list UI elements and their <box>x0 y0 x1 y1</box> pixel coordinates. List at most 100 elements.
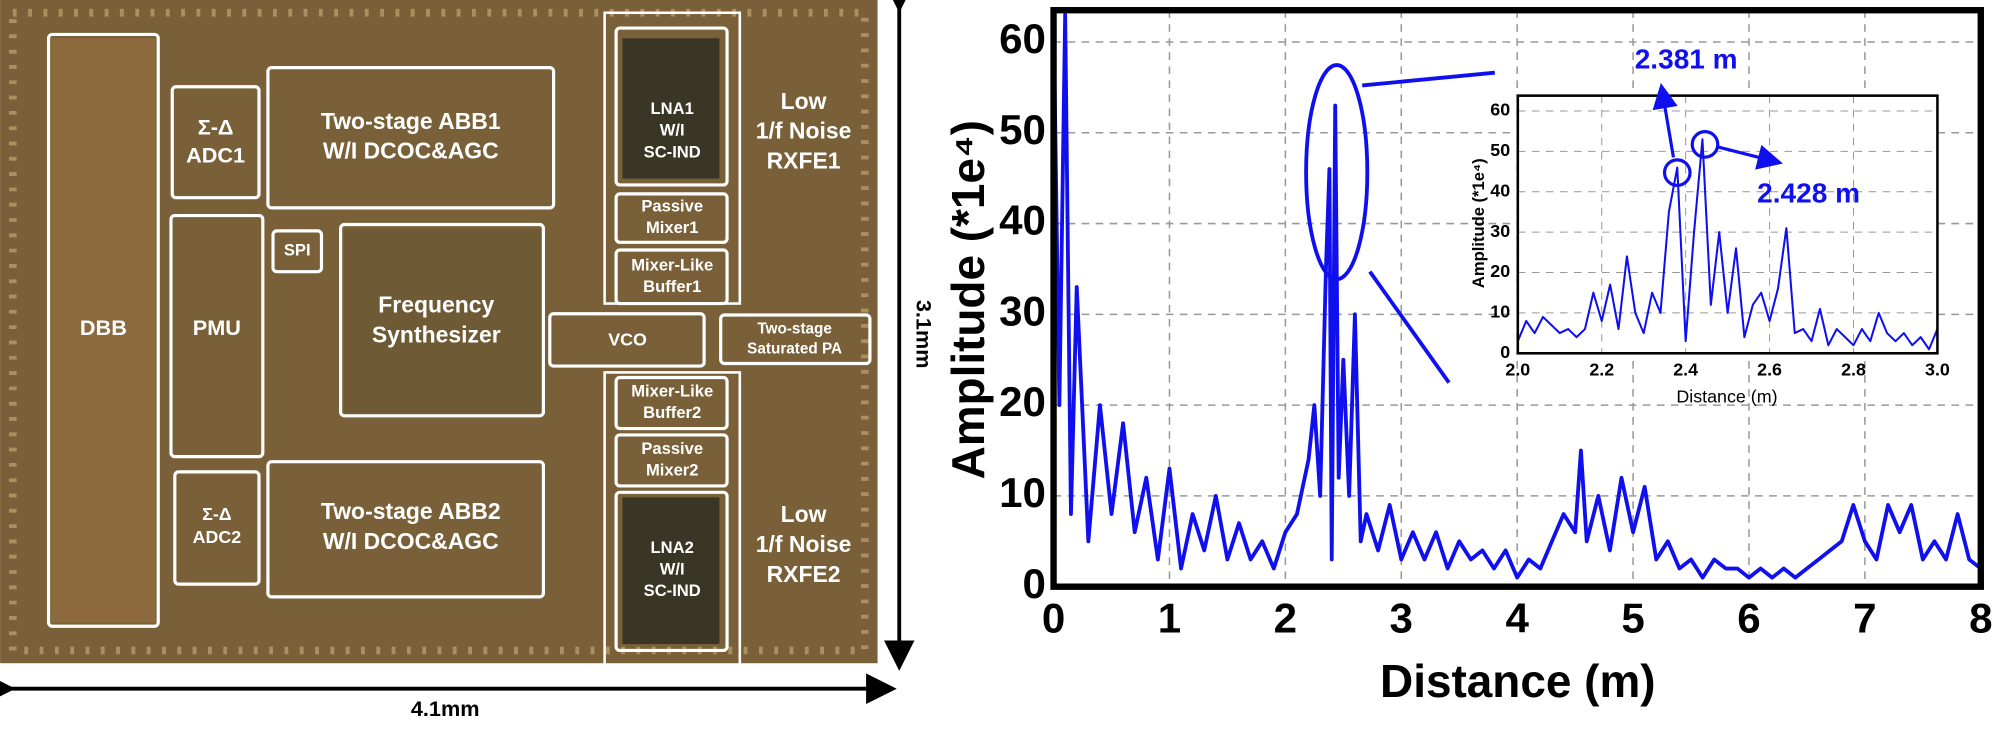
die-photo: 3.1mm 4.1mm DBB Σ-Δ ADC1 Two-stage ABB1 W/I … <box>0 0 936 721</box>
x-tick-label: 2.4 <box>1673 360 1698 380</box>
plot-area <box>1517 95 1938 354</box>
block-label: W/I <box>660 121 685 140</box>
block-outline <box>614 490 729 653</box>
y-tick-label: 20 <box>1490 261 1510 281</box>
annotation-arrow <box>1652 82 1678 158</box>
annotation: 2.381 m <box>1635 44 1738 75</box>
block-label: 1/f Noise <box>756 531 852 557</box>
peak-circle <box>1690 130 1720 159</box>
block-label: Passive <box>641 439 703 458</box>
block-label: RXFE2 <box>767 561 841 587</box>
zoom-ellipse <box>1304 63 1370 282</box>
x-tick-label: 2 <box>1274 594 1297 641</box>
x-tick-label: 1 <box>1158 594 1181 641</box>
block-label: LNA2 <box>651 538 694 557</box>
block-outline <box>169 213 265 459</box>
block-label: Frequency <box>378 292 494 318</box>
block-outline <box>266 460 545 599</box>
block-outline <box>614 192 729 244</box>
block-label: Low <box>781 501 827 527</box>
x-tick-label: 8 <box>1969 594 1992 641</box>
block-label: Buffer1 <box>643 277 701 296</box>
inductor-area <box>622 497 720 645</box>
block-label: SPI <box>284 241 311 260</box>
y-tick-label: 60 <box>999 15 1046 62</box>
block-label: SC-IND <box>644 581 701 600</box>
block-label: Two-stage <box>757 320 832 337</box>
x-tick-label: 7 <box>1853 594 1876 641</box>
x-tick-label: 0 <box>1042 594 1065 641</box>
y-tick-label: 30 <box>1490 221 1510 241</box>
inset-chart: 2.0 2.2 2.4 2.6 2.8 3.0 0 10 20 30 40 50 60 Distance … <box>1469 44 1950 407</box>
block-label: Mixer-Like <box>631 255 713 274</box>
block-label: Saturated PA <box>747 340 842 357</box>
block-outline <box>271 229 324 274</box>
block-label: Mixer1 <box>646 218 699 237</box>
zoom-line <box>1368 270 1451 384</box>
annotation: 2.428 m <box>1757 178 1860 209</box>
x-axis-label: Distance (m) <box>1380 655 1656 707</box>
y-tick-label: 20 <box>999 378 1046 425</box>
x-tick-label: 2.2 <box>1589 360 1614 380</box>
block-label: Two-stage ABB2 <box>321 498 501 524</box>
block-label: VCO <box>608 329 647 349</box>
block-label: W/I DCOC&AGC <box>323 138 499 164</box>
y-tick-label: 10 <box>1490 302 1510 322</box>
block-label: PMU <box>193 315 241 340</box>
block-label: Two-stage ABB1 <box>321 108 501 134</box>
block-label: ADC1 <box>186 143 245 168</box>
y-tick-label: 30 <box>999 287 1046 334</box>
y-tick-label: 60 <box>1490 100 1510 120</box>
data-line <box>1051 12 1982 580</box>
pad-ring <box>9 8 869 655</box>
block-label: ADC2 <box>193 527 242 547</box>
block-outline <box>614 26 729 187</box>
y-tick-label: 40 <box>1490 180 1510 200</box>
block-label: 1/f Noise <box>756 118 852 144</box>
block-label: DBB <box>80 315 127 340</box>
synth-area <box>344 229 541 414</box>
x-tick-label: 2.0 <box>1505 360 1530 380</box>
block-label: Passive <box>641 197 703 216</box>
dbb-area <box>51 38 156 623</box>
block-outline <box>548 312 706 368</box>
block-label: Synthesizer <box>372 321 501 347</box>
peak-circle <box>1662 158 1692 187</box>
plot-frame <box>1050 7 1984 590</box>
block-label: SC-IND <box>644 142 701 161</box>
block-outline <box>719 313 872 366</box>
block-outline <box>614 248 729 306</box>
x-axis-label: Distance (m) <box>1676 387 1777 407</box>
x-tick-label: 2.8 <box>1841 360 1866 380</box>
x-tick-label: 3.0 <box>1925 360 1950 380</box>
block-label: Mixer-Like <box>631 382 713 401</box>
block-outline <box>266 66 556 210</box>
x-tick-label: 2.6 <box>1757 360 1782 380</box>
block-outline <box>46 32 160 628</box>
block-label: Mixer2 <box>646 461 699 480</box>
zoom-line <box>1362 70 1496 88</box>
x-tick-label: 3 <box>1390 594 1413 641</box>
block-outline <box>170 85 261 200</box>
block-outline <box>614 433 729 488</box>
block-label: RXFE1 <box>767 148 841 174</box>
annotation-arrow <box>1717 144 1783 170</box>
data-line <box>1516 138 1939 351</box>
x-tick-label: 6 <box>1737 594 1760 641</box>
block-label: W/I DCOC&AGC <box>323 528 499 554</box>
block-label: LNA1 <box>651 99 694 118</box>
block-outline <box>173 470 261 586</box>
block-label: Σ-Δ <box>202 504 232 524</box>
y-tick-label: 50 <box>999 106 1046 153</box>
x-tick-label: 5 <box>1621 594 1644 641</box>
y-tick-label: 0 <box>1500 342 1510 362</box>
y-axis-label: Amplitude (*1e⁴) <box>942 120 994 479</box>
y-tick-label: 50 <box>1490 140 1510 160</box>
y-axis-label: Amplitude (*1e⁴) <box>1469 158 1488 288</box>
height-label: 3.1mm <box>911 300 936 369</box>
width-label: 4.1mm <box>411 696 480 721</box>
block-outline <box>614 375 729 431</box>
y-tick-label: 10 <box>999 469 1046 516</box>
